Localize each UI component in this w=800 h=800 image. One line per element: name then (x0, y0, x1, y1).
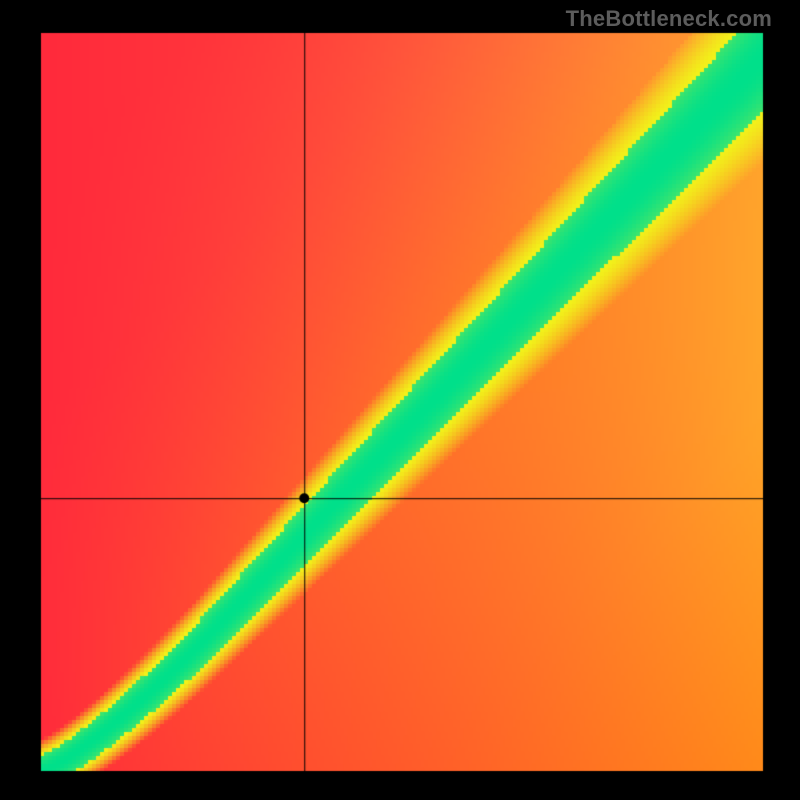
watermark-text: TheBottleneck.com (566, 6, 772, 32)
figure-container: { "watermark": { "text": "TheBottleneck.… (0, 0, 800, 800)
bottleneck-heatmap (0, 0, 800, 800)
